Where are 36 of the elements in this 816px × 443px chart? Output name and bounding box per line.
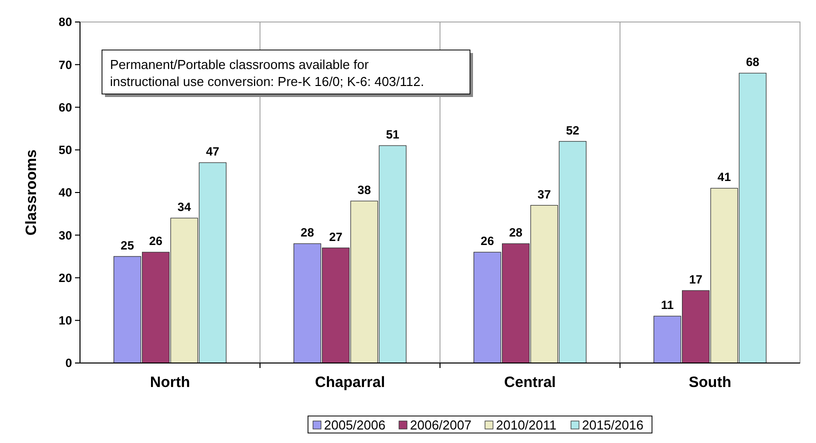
y-tick-label: 50 — [58, 143, 72, 158]
y-tick-label: 60 — [58, 100, 72, 114]
legend-label: 2005/2006 — [324, 418, 386, 433]
data-label: 52 — [566, 123, 580, 138]
data-label: 28 — [509, 226, 523, 240]
x-tick-label: Chaparral — [314, 374, 386, 391]
legend-label: 2015/2016 — [582, 418, 644, 433]
y-tick-label: 40 — [58, 186, 72, 200]
data-label: 11 — [660, 298, 674, 312]
data-label: 41 — [718, 170, 732, 184]
data-label: 17 — [689, 272, 703, 287]
data-label: 34 — [178, 200, 192, 214]
y-tick-label: 70 — [58, 58, 72, 72]
note-box: Permanent/Portable classrooms available for instructional use conversion: Pre-K 16/0; K-6: 403/112. — [102, 50, 473, 97]
legend-label: 2010/2011 — [496, 418, 556, 433]
x-tick-label: North — [150, 374, 190, 391]
data-label: 51 — [386, 128, 400, 142]
data-label: 26 — [480, 234, 494, 248]
x-tick-label: Central — [504, 374, 556, 391]
x-tick-label: South — [688, 374, 732, 391]
data-label: 68 — [746, 55, 760, 70]
data-label: 37 — [538, 187, 552, 202]
y-tick-label: 10 — [58, 314, 72, 328]
legend-label: 2006/2007 — [410, 418, 472, 433]
annotation: Permanent/Portable classrooms available for instructional use conversion: Pre-K 16/0; K-6: 403/112. — [110, 57, 424, 89]
data-label: 27 — [329, 230, 343, 244]
data-label: 47 — [206, 144, 220, 159]
y-tick-label: 20 — [58, 270, 72, 285]
data-label: 28 — [300, 226, 314, 240]
data-label: 25 — [120, 238, 134, 252]
y-tick-label: 80 — [58, 15, 72, 30]
y-tick-label: 30 — [58, 228, 72, 242]
data-label: 38 — [358, 183, 372, 198]
y-tick-label: 0 — [65, 356, 72, 370]
y-axis-title: Classrooms — [23, 150, 40, 236]
data-label: 26 — [149, 234, 163, 248]
